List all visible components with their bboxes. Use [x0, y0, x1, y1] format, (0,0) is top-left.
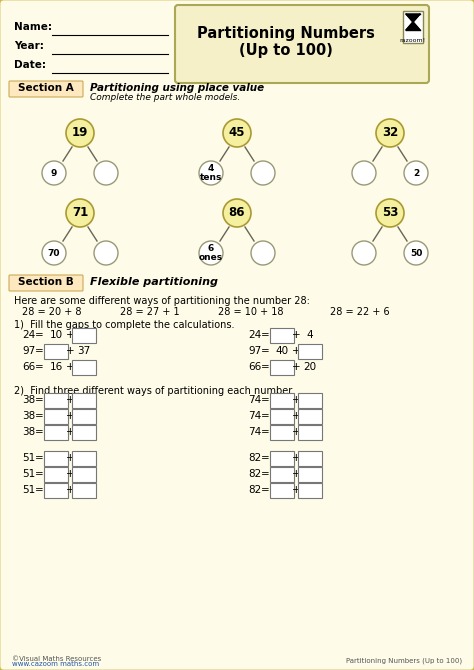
Circle shape — [42, 241, 66, 265]
Circle shape — [199, 161, 223, 185]
Text: =: = — [35, 362, 44, 372]
FancyBboxPatch shape — [298, 344, 322, 358]
Text: +: + — [66, 453, 74, 463]
Text: +: + — [292, 346, 301, 356]
Text: =: = — [35, 395, 44, 405]
Circle shape — [66, 199, 94, 227]
Circle shape — [42, 161, 66, 185]
Circle shape — [94, 161, 118, 185]
Text: (Up to 100): (Up to 100) — [239, 43, 333, 58]
FancyBboxPatch shape — [72, 393, 96, 407]
Text: =: = — [261, 395, 269, 405]
Text: =: = — [35, 330, 44, 340]
Text: 51: 51 — [22, 485, 35, 495]
Text: =: = — [261, 485, 269, 495]
Text: +: + — [66, 330, 74, 340]
Text: 28 = 20 + 8: 28 = 20 + 8 — [22, 307, 82, 317]
Text: =: = — [35, 469, 44, 479]
Text: 74: 74 — [248, 427, 261, 437]
Text: 70: 70 — [48, 249, 60, 257]
Text: =: = — [261, 469, 269, 479]
Text: +: + — [66, 395, 74, 405]
Text: Year:: Year: — [14, 41, 44, 51]
FancyBboxPatch shape — [270, 482, 294, 498]
Text: +: + — [292, 411, 301, 421]
FancyBboxPatch shape — [72, 360, 96, 375]
FancyBboxPatch shape — [175, 5, 429, 83]
Text: 38: 38 — [22, 411, 35, 421]
Text: 10: 10 — [49, 330, 63, 340]
Text: +: + — [292, 427, 301, 437]
FancyBboxPatch shape — [72, 328, 96, 342]
Text: =: = — [261, 346, 269, 356]
Text: =: = — [35, 453, 44, 463]
Text: =: = — [35, 411, 44, 421]
FancyBboxPatch shape — [298, 466, 322, 482]
FancyBboxPatch shape — [298, 409, 322, 423]
FancyBboxPatch shape — [270, 393, 294, 407]
Text: +: + — [292, 330, 301, 340]
Text: +: + — [292, 362, 301, 372]
FancyBboxPatch shape — [270, 425, 294, 440]
Text: 40: 40 — [275, 346, 289, 356]
Text: 66: 66 — [22, 362, 35, 372]
Text: 4
tens: 4 tens — [200, 164, 222, 182]
FancyBboxPatch shape — [270, 409, 294, 423]
Text: +: + — [292, 453, 301, 463]
Text: 16: 16 — [49, 362, 63, 372]
Text: +: + — [66, 411, 74, 421]
Text: +: + — [66, 427, 74, 437]
Text: +: + — [292, 395, 301, 405]
Text: =: = — [261, 427, 269, 437]
FancyBboxPatch shape — [270, 450, 294, 466]
Text: =: = — [261, 362, 269, 372]
Text: Date:: Date: — [14, 60, 46, 70]
FancyBboxPatch shape — [403, 11, 423, 43]
FancyBboxPatch shape — [72, 409, 96, 423]
Text: =: = — [261, 453, 269, 463]
FancyBboxPatch shape — [298, 393, 322, 407]
Text: ©Visual Maths Resources: ©Visual Maths Resources — [12, 656, 101, 662]
Circle shape — [66, 119, 94, 147]
Text: Name:: Name: — [14, 22, 52, 32]
Text: Section B: Section B — [18, 277, 74, 287]
Text: 24: 24 — [248, 330, 261, 340]
Text: +: + — [66, 485, 74, 495]
Circle shape — [352, 241, 376, 265]
Text: 38: 38 — [22, 395, 35, 405]
Text: +: + — [66, 469, 74, 479]
Text: 82: 82 — [248, 485, 261, 495]
Text: Section A: Section A — [18, 83, 74, 93]
Text: 38: 38 — [22, 427, 35, 437]
Text: 24: 24 — [22, 330, 35, 340]
Polygon shape — [406, 22, 420, 30]
Text: 71: 71 — [72, 206, 88, 220]
FancyBboxPatch shape — [72, 482, 96, 498]
Text: =: = — [35, 427, 44, 437]
FancyBboxPatch shape — [72, 466, 96, 482]
Circle shape — [94, 241, 118, 265]
FancyBboxPatch shape — [298, 450, 322, 466]
FancyBboxPatch shape — [298, 425, 322, 440]
Circle shape — [223, 199, 251, 227]
Text: 82: 82 — [248, 469, 261, 479]
Circle shape — [404, 241, 428, 265]
Text: 97: 97 — [248, 346, 261, 356]
Text: 4: 4 — [307, 330, 313, 340]
FancyBboxPatch shape — [270, 328, 294, 342]
Circle shape — [251, 161, 275, 185]
FancyBboxPatch shape — [298, 482, 322, 498]
Text: =: = — [261, 330, 269, 340]
Circle shape — [199, 241, 223, 265]
Polygon shape — [406, 14, 420, 22]
Text: 6
ones: 6 ones — [199, 244, 223, 262]
FancyBboxPatch shape — [44, 466, 68, 482]
Circle shape — [404, 161, 428, 185]
FancyBboxPatch shape — [44, 409, 68, 423]
Text: =: = — [35, 346, 44, 356]
Text: 28 = 27 + 1: 28 = 27 + 1 — [120, 307, 180, 317]
Circle shape — [223, 119, 251, 147]
Text: Complete the part whole models.: Complete the part whole models. — [90, 93, 240, 102]
Text: www.cazoom maths.com: www.cazoom maths.com — [12, 661, 99, 667]
